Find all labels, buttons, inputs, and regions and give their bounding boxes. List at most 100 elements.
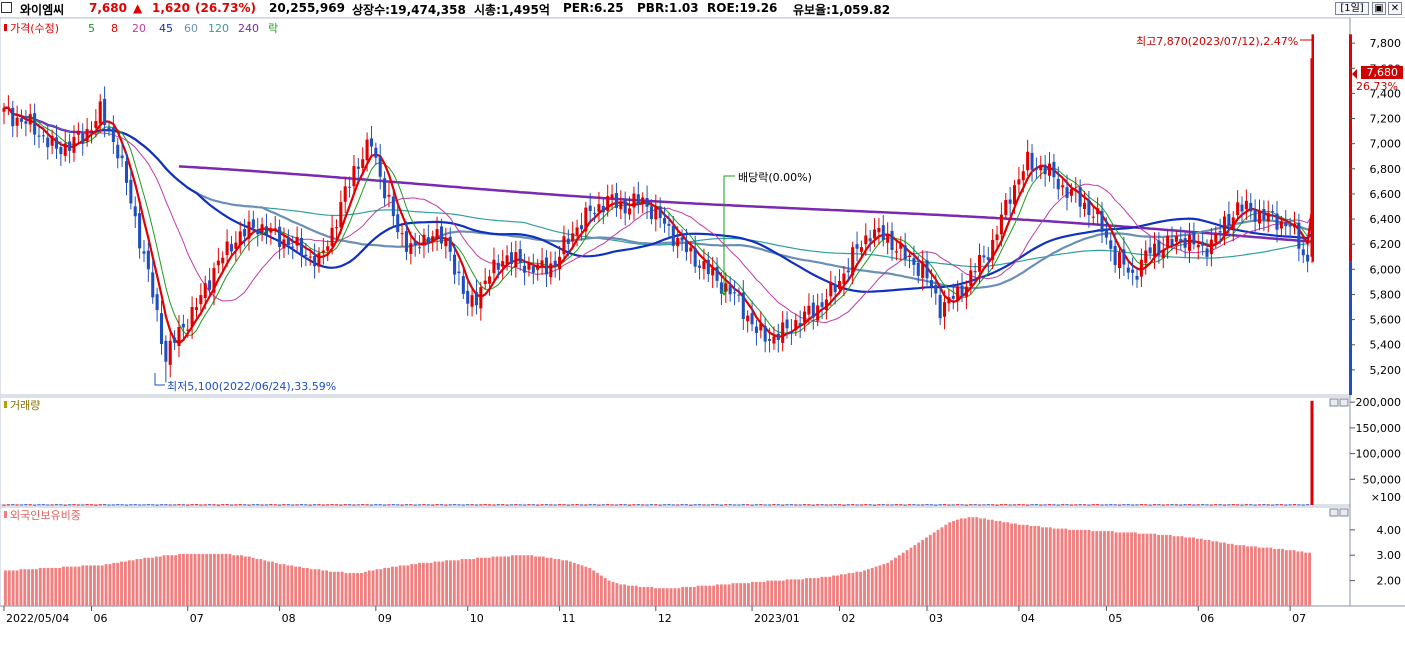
candle-body [1157, 240, 1161, 256]
header-bar: 와이엠씨 7,680 ▲ 1,620 (26.73%) 20,255,969 상… [0, 0, 1405, 18]
period-button[interactable]: [1일] [1335, 2, 1369, 15]
select-checkbox[interactable] [1, 2, 12, 13]
volume-bar [1017, 504, 1021, 506]
foreign-bar [878, 565, 882, 606]
volume-bar [645, 504, 649, 506]
panel-controls[interactable] [1329, 398, 1349, 517]
candle-body [1262, 208, 1266, 220]
foreign-bar [1110, 531, 1114, 606]
close-icon[interactable]: ✕ [1388, 2, 1402, 15]
candle-body [1008, 199, 1012, 204]
foreign-bar [959, 518, 963, 606]
volume-bar [811, 504, 815, 506]
candle-body [566, 238, 570, 244]
volume-bar [103, 504, 107, 506]
candle-body [999, 214, 1003, 235]
volume-bar [199, 504, 203, 506]
volume-bar [238, 504, 242, 506]
candle-body [824, 299, 828, 310]
candle-body [916, 262, 920, 276]
foreign-bar [801, 579, 805, 606]
volume-bar [15, 504, 19, 506]
stock-chart[interactable]: 가격(수정) 5 8 20 45 60 120 240 락 거래량 외국인보유비… [0, 18, 1405, 648]
volume-bar [470, 504, 474, 506]
candle-body [326, 246, 330, 251]
restore-icon[interactable]: ▣ [1372, 2, 1386, 15]
low-annotation: 최저5,100(2022/06/24),33.59% [154, 373, 336, 393]
candle-body [225, 241, 229, 256]
foreign-bar [11, 570, 15, 606]
volume-bar [978, 504, 982, 506]
x-tick-label: 11 [562, 612, 576, 625]
volume-bar [851, 504, 855, 506]
candle-body [492, 259, 496, 274]
foreign-bar [166, 555, 170, 606]
foreign-bar [456, 560, 460, 606]
foreign-bar [1021, 524, 1025, 606]
foreign-bar [278, 564, 282, 606]
volume-bar [81, 504, 85, 506]
candle-body [929, 280, 933, 287]
volume-bar [1004, 504, 1008, 506]
foreign-bar [1284, 550, 1288, 606]
candle-body [1292, 223, 1297, 228]
foreign-bar [1095, 531, 1099, 606]
ma-line [3, 106, 1313, 290]
volume-bar [741, 504, 745, 506]
foreign-bar [178, 553, 182, 606]
foreign-bar [65, 566, 69, 606]
candle-body [934, 284, 938, 294]
candle-body [260, 224, 264, 233]
candle-body [518, 249, 522, 263]
volume-bar [1122, 504, 1126, 506]
volume-bar [278, 504, 282, 506]
foreign-bar [224, 553, 228, 606]
foreign-bar [294, 566, 298, 606]
foreign-bar [874, 566, 878, 606]
foreign-bar [1308, 552, 1311, 606]
foreign-bar [402, 565, 406, 606]
volume-bar [334, 504, 338, 506]
candle-body [1218, 231, 1222, 233]
candle-body [400, 233, 404, 235]
volume-bar [899, 504, 903, 506]
candle-body [418, 247, 422, 249]
foreign-bar [1141, 533, 1145, 606]
volume-bar [1236, 504, 1240, 506]
candle-body [676, 237, 680, 247]
foreign-bar [112, 562, 116, 606]
current-price-tag: 7,680 [1367, 66, 1399, 79]
candle-body [203, 283, 207, 299]
foreign-bar [859, 571, 863, 606]
foreign-bar [1002, 522, 1006, 606]
candle-body [221, 257, 225, 264]
candle-body [435, 229, 439, 239]
foreign-bar [510, 555, 514, 606]
foreign-bar [572, 562, 576, 606]
foreign-bar [723, 584, 727, 606]
volume-bar [369, 504, 373, 506]
foreign-bar [754, 581, 758, 606]
candle-body [811, 302, 815, 318]
foreign-bar [1056, 528, 1060, 606]
candle-body [754, 326, 758, 333]
candle-body [181, 323, 185, 328]
foreign-bar [901, 552, 905, 606]
stock-name: 와이엠씨 [20, 3, 65, 17]
foreign-bar [565, 560, 568, 606]
foreign-bar [363, 571, 367, 606]
foreign-bar [1168, 534, 1172, 606]
candle-body [1288, 225, 1292, 227]
volume-bar [1297, 504, 1301, 506]
candle-body [72, 136, 76, 153]
candle-body [54, 137, 59, 149]
volume-bar [553, 504, 557, 506]
foreign-bar [170, 555, 174, 606]
candle-body [1279, 221, 1283, 229]
volume-bar [658, 504, 662, 506]
volume-bar [912, 504, 916, 506]
candle-body [63, 143, 67, 156]
foreign-bar [611, 581, 615, 606]
candle-body [103, 98, 107, 125]
foreign-bar [1149, 533, 1153, 606]
